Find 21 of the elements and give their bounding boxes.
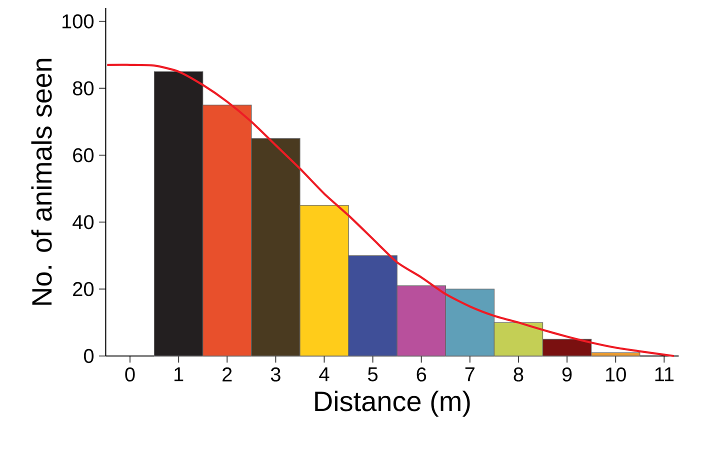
y-tick-label: 80 bbox=[72, 81, 94, 96]
y-axis-title: No. of animals seen bbox=[31, 58, 52, 305]
x-tick-label: 10 bbox=[606, 367, 626, 382]
x-tick-label: 8 bbox=[514, 367, 524, 382]
x-tick-label: 5 bbox=[368, 367, 378, 382]
x-tick-label: 11 bbox=[655, 367, 674, 382]
x-tick-label: 3 bbox=[270, 367, 280, 382]
line-series bbox=[106, 64, 675, 358]
y-tick-label: 100 bbox=[62, 14, 94, 28]
x-tick-label: 1 bbox=[174, 367, 184, 382]
x-tick-label: 7 bbox=[465, 367, 474, 382]
x-tick-label: 9 bbox=[562, 367, 572, 382]
y-tick-label: 40 bbox=[72, 215, 94, 230]
y-tick-label: 0 bbox=[84, 348, 94, 364]
x-axis-title: Distance (m) bbox=[315, 390, 470, 417]
x-tick-label: 0 bbox=[125, 367, 135, 382]
y-tick-label: 60 bbox=[73, 148, 94, 162]
y-tick-label: 20 bbox=[73, 282, 94, 296]
x-tick-label: 4 bbox=[319, 367, 330, 382]
x-tick-label: 6 bbox=[416, 367, 426, 382]
x-tick-label: 2 bbox=[222, 367, 232, 382]
